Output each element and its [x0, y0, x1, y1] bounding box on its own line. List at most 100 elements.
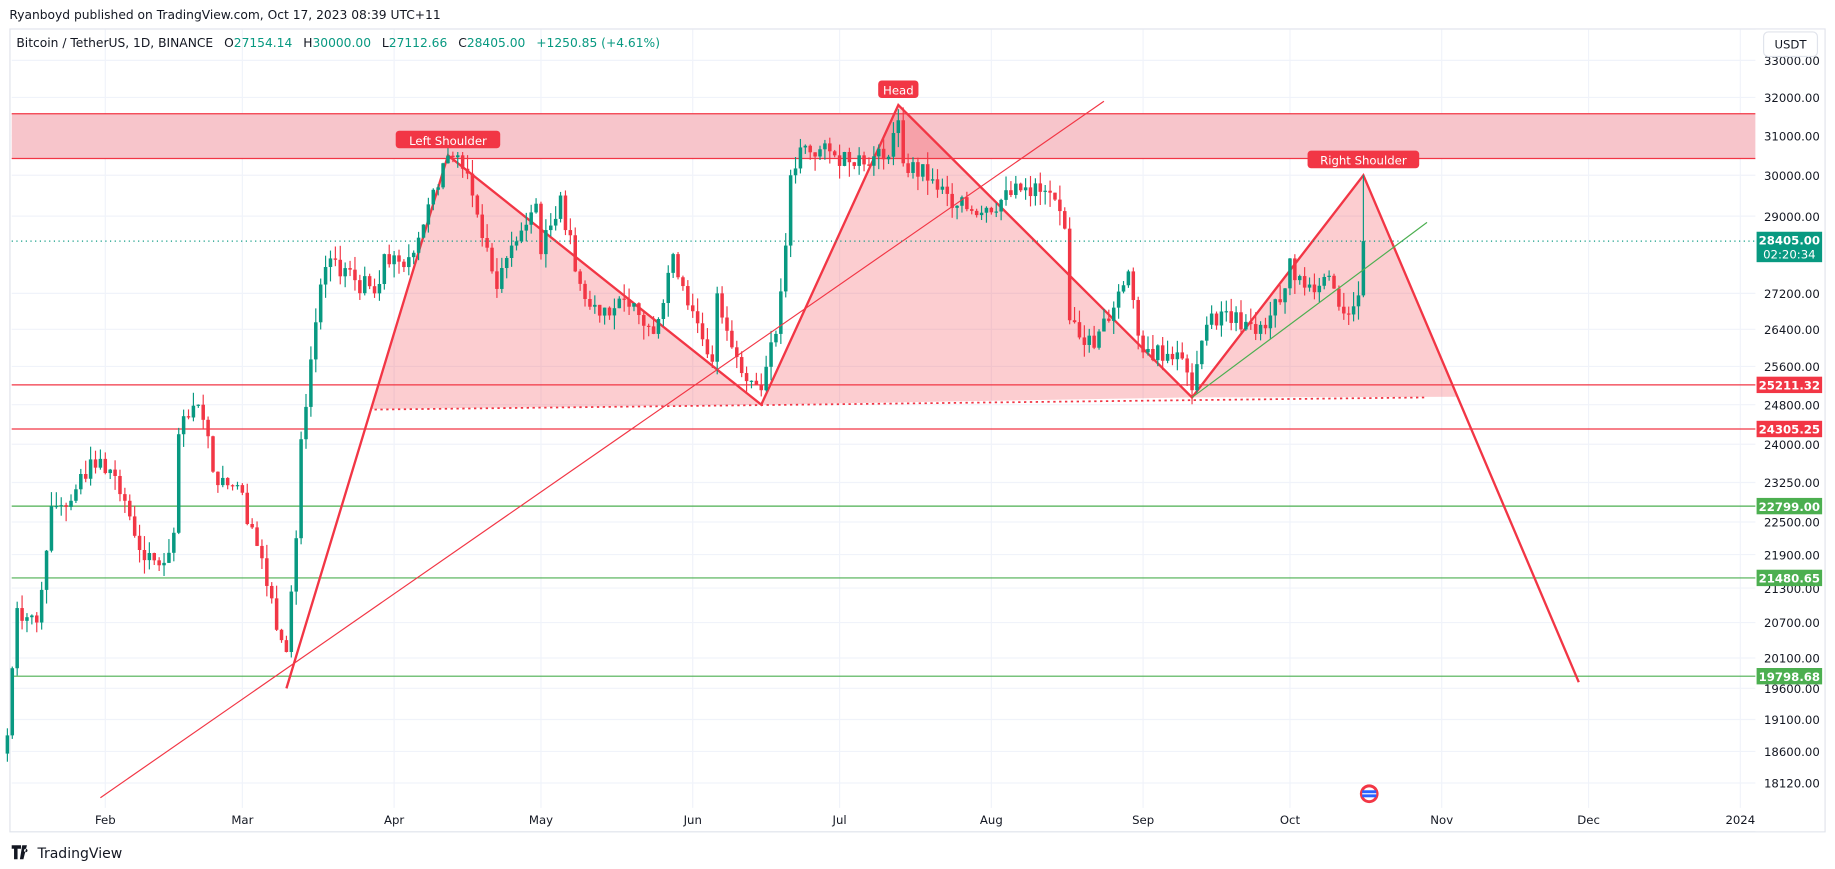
candle	[128, 494, 132, 521]
candle	[999, 198, 1003, 221]
candle	[940, 178, 945, 194]
candle	[500, 257, 504, 293]
candle	[979, 205, 984, 221]
tradingview-logo[interactable]: TradingView	[11, 845, 123, 862]
candle	[646, 323, 651, 337]
svg-text:21480.65: 21480.65	[1759, 572, 1820, 586]
candle	[157, 557, 161, 571]
candle	[695, 298, 700, 334]
candle	[1190, 363, 1194, 405]
candle	[436, 184, 440, 196]
price-tick-label: 19600.00	[1764, 682, 1820, 696]
candle	[1111, 301, 1116, 334]
candle	[1209, 305, 1214, 330]
time-tick-label: Sep	[1132, 813, 1154, 827]
candle	[1063, 207, 1067, 230]
price-tick-label: 26400.00	[1764, 323, 1820, 337]
candle	[152, 552, 157, 566]
candle	[666, 265, 671, 317]
candle	[1234, 306, 1238, 332]
price-tick-label: 19100.00	[1764, 713, 1820, 727]
candle	[206, 416, 210, 449]
candle	[588, 290, 592, 310]
svg-text:Right Shoulder: Right Shoulder	[1320, 154, 1407, 168]
candle	[402, 259, 406, 273]
ohlc-legend: Bitcoin / TetherUS, 1D, BINANCE O27154.1…	[16, 36, 660, 50]
candle	[426, 197, 431, 233]
candle	[211, 435, 215, 473]
candle	[779, 278, 783, 344]
candle	[304, 393, 308, 449]
candle	[314, 308, 318, 373]
time-axis[interactable]: Feb Mar Apr May Jun Jul Aug Sep Oct Nov Dec 2024	[95, 813, 1755, 827]
candle	[225, 477, 230, 490]
candle	[181, 409, 186, 447]
candle	[984, 206, 989, 223]
trendline	[1191, 221, 1428, 398]
svg-text:28405.00: 28405.00	[1759, 234, 1820, 248]
candle	[593, 295, 597, 314]
candle	[221, 465, 225, 488]
candle	[896, 109, 901, 148]
candle	[514, 236, 519, 251]
candle	[886, 154, 891, 165]
candle	[872, 146, 876, 176]
candle	[1249, 308, 1253, 330]
candle	[837, 144, 842, 179]
svg-text:24305.25: 24305.25	[1759, 423, 1820, 437]
candle	[1214, 311, 1219, 330]
candle	[1361, 175, 1366, 298]
price-tick-label: 20100.00	[1764, 652, 1820, 666]
svg-text:TradingView: TradingView	[36, 846, 122, 862]
candle	[1307, 277, 1312, 292]
candle	[529, 204, 533, 234]
candle	[176, 427, 181, 535]
candle	[539, 201, 543, 260]
candle	[823, 139, 827, 160]
candle	[392, 250, 396, 278]
candle	[534, 198, 538, 214]
candle	[20, 595, 24, 630]
candle	[480, 204, 484, 247]
candle	[563, 190, 568, 236]
candle	[88, 446, 93, 486]
events-flag-icon[interactable]	[1359, 784, 1379, 804]
candle	[274, 585, 279, 631]
low-value: 27112.66	[389, 36, 448, 50]
trendlines[interactable]	[11, 100, 1756, 799]
candle	[25, 613, 29, 633]
candle	[299, 431, 303, 545]
candle	[1332, 273, 1336, 289]
candle	[1087, 328, 1092, 353]
candle	[656, 317, 661, 339]
candle	[970, 205, 974, 215]
candle	[1224, 300, 1229, 322]
candle	[1131, 267, 1136, 309]
candle	[318, 278, 323, 330]
currency-button[interactable]: USDT	[1763, 31, 1819, 58]
candle	[83, 460, 88, 483]
price-line-label: 25211.32	[1756, 376, 1823, 394]
candle	[705, 328, 710, 359]
price-axis-ticks: 33000.00 32000.00 31000.00 30000.00 29000.00…	[1764, 54, 1820, 791]
candle	[1258, 321, 1263, 341]
pattern-labels: Left Shoulder Head Right Shoulder	[395, 80, 1420, 169]
price-tick-label: 20700.00	[1764, 616, 1820, 630]
candle	[911, 157, 915, 179]
candle	[813, 152, 817, 171]
candle	[1204, 316, 1209, 346]
candle	[906, 153, 910, 178]
candle	[147, 542, 152, 570]
candle	[294, 530, 298, 605]
candle	[651, 316, 656, 335]
candle	[1004, 176, 1008, 206]
candle	[710, 345, 715, 368]
candle	[74, 484, 78, 504]
candle	[715, 286, 719, 375]
svg-text:22799.00: 22799.00	[1759, 500, 1820, 514]
candle	[960, 195, 964, 213]
candle	[348, 260, 352, 277]
candle	[504, 256, 509, 279]
candle	[1185, 354, 1189, 386]
